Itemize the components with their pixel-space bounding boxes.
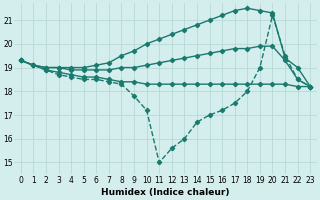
X-axis label: Humidex (Indice chaleur): Humidex (Indice chaleur) xyxy=(101,188,230,197)
